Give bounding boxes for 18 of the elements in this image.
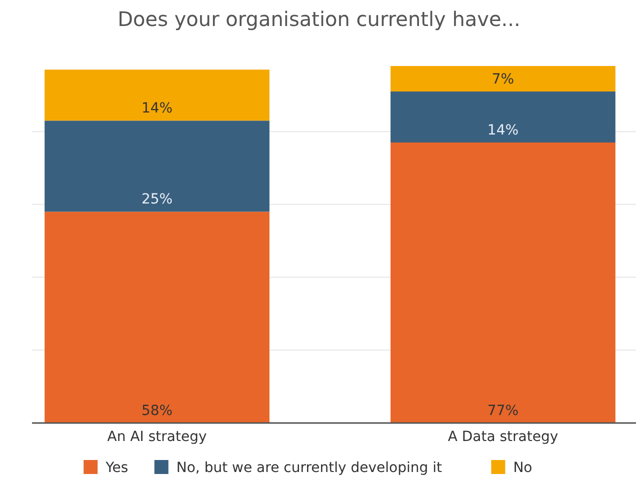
data-label: 58% bbox=[141, 403, 173, 419]
data-label: 14% bbox=[487, 122, 519, 138]
legend-label: Yes bbox=[104, 460, 128, 476]
data-label: 25% bbox=[141, 192, 173, 208]
data-label: 7% bbox=[492, 72, 514, 88]
bar bbox=[44, 212, 270, 423]
x-tick-label: A Data strategy bbox=[448, 429, 558, 445]
legend-label: No bbox=[513, 460, 532, 476]
bar bbox=[44, 120, 270, 212]
data-label: 14% bbox=[141, 100, 173, 117]
x-tick-label: An AI strategy bbox=[107, 429, 207, 445]
bar bbox=[390, 92, 616, 142]
chart-title: Does your organisation currently have... bbox=[118, 7, 520, 31]
bar bbox=[390, 142, 616, 423]
bar bbox=[390, 66, 616, 92]
bar bbox=[44, 70, 270, 121]
data-label: 77% bbox=[487, 403, 519, 419]
legend-label: No, but we are currently developing it bbox=[176, 460, 442, 476]
